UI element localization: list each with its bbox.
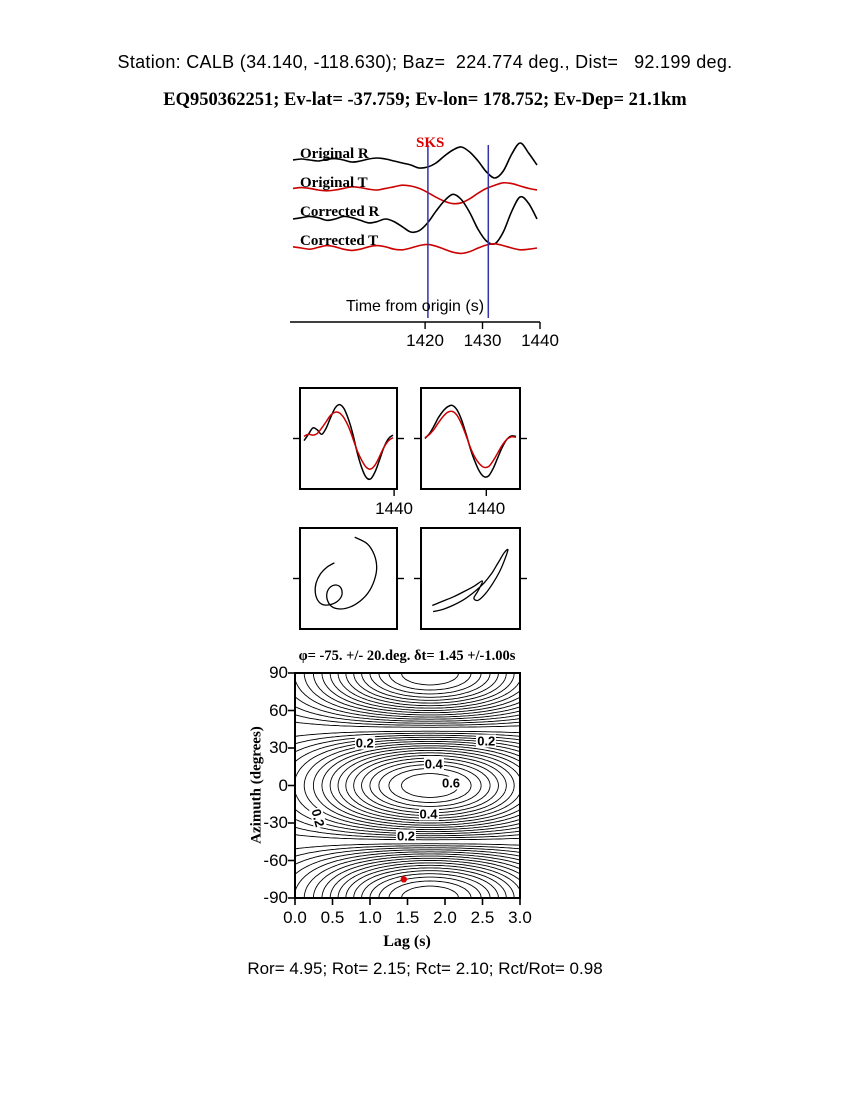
lag-tick-label: 0.5 <box>320 908 345 927</box>
windowed-wave-radial <box>424 404 517 478</box>
contour-level <box>353 754 507 817</box>
window-box-1 <box>299 387 398 490</box>
trace-label: Original T <box>300 175 368 191</box>
contour-level <box>369 672 491 899</box>
contour-label: 0.2 <box>476 733 497 748</box>
contour-level <box>337 749 521 822</box>
azimuth-tick-label: -60 <box>263 850 288 870</box>
contour-label: 0.6 <box>440 775 462 791</box>
trace-label: Original R <box>300 146 369 162</box>
original-particle-motion <box>314 536 378 610</box>
contour-level <box>345 672 515 899</box>
lag-tick-label: 3.0 <box>508 908 532 927</box>
azimuth-tick-label: -30 <box>263 813 288 832</box>
map-frame <box>294 672 521 899</box>
contour-level <box>353 672 507 899</box>
contour-level <box>294 714 521 857</box>
azimuth-tick-label: 60 <box>269 700 288 720</box>
azimuth-tick-label: 30 <box>269 738 288 757</box>
correlation-caption: Ror= 4.95; Rot= 2.15; Rct= 2.10; Rct/Rot… <box>247 959 603 978</box>
windowed-tick-label: 1440 <box>375 499 413 518</box>
particle-box-2 <box>420 527 521 630</box>
lag-axis-label: Lag (s) <box>383 933 431 950</box>
contour-level <box>337 672 521 899</box>
contour-label: 0.2 <box>354 735 375 751</box>
contour-level <box>321 672 521 899</box>
contour-level <box>312 743 521 828</box>
windowed-wave-transverse <box>424 410 517 469</box>
trace-label: Corrected T <box>300 233 379 249</box>
contour-label: 0.2 <box>395 828 417 843</box>
phase-label: SKS <box>416 135 445 151</box>
solution-marker <box>400 876 407 883</box>
lag-tick-label: 1.5 <box>395 908 420 927</box>
trace-original-r <box>292 142 538 179</box>
contour-level <box>345 752 515 819</box>
time-tick-label: 1430 <box>463 331 502 350</box>
contour-level <box>294 721 521 850</box>
lag-tick-label: 1.0 <box>358 908 382 927</box>
lag-tick-label: 2.0 <box>433 908 457 927</box>
windowed-tick-label: 1440 <box>467 499 506 518</box>
contour-level <box>388 672 472 899</box>
trace-original-t <box>292 181 538 205</box>
azimuth-tick-label: 0 <box>278 775 288 795</box>
azimuth-tick-label: -90 <box>263 888 288 907</box>
event-header: EQ950362251; Ev-lat= -37.759; Ev-lon= 17… <box>163 90 687 110</box>
contour-level <box>400 672 460 899</box>
station-header: Station: CALB (34.140, -118.630); Baz= 2… <box>117 52 733 72</box>
contour-lines <box>294 672 521 899</box>
splitting-result-title: φ= -75. +/- 20.deg. δt= 1.45 +/-1.00s <box>298 648 516 664</box>
contour-label: 0.4 <box>423 756 444 772</box>
contour-label: 0.4 <box>418 806 439 822</box>
corrected-particle-motion <box>432 548 509 613</box>
windowed-wave-radial <box>303 403 394 481</box>
lag-tick-label: 0.0 <box>283 908 307 927</box>
particle-box-1 <box>299 527 398 630</box>
trace-label: Corrected R <box>300 204 380 220</box>
time-axis-label: Time from origin (s) <box>345 298 485 315</box>
contour-level <box>361 672 499 899</box>
window-box-2 <box>420 387 521 490</box>
time-tick-label: 1420 <box>406 331 444 350</box>
contour-level <box>329 672 521 899</box>
contour-level <box>303 672 521 899</box>
contour-level <box>321 745 521 826</box>
azimuth-tick-label: 90 <box>269 663 288 682</box>
contour-level <box>312 672 521 899</box>
time-tick-label: 1440 <box>521 331 559 350</box>
contour-level <box>303 740 521 831</box>
windowed-wave-transverse <box>303 411 394 470</box>
contour-level <box>378 672 482 899</box>
trace-corrected-t <box>292 242 538 255</box>
lag-tick-label: 2.5 <box>470 908 495 927</box>
contour-level <box>294 736 521 835</box>
